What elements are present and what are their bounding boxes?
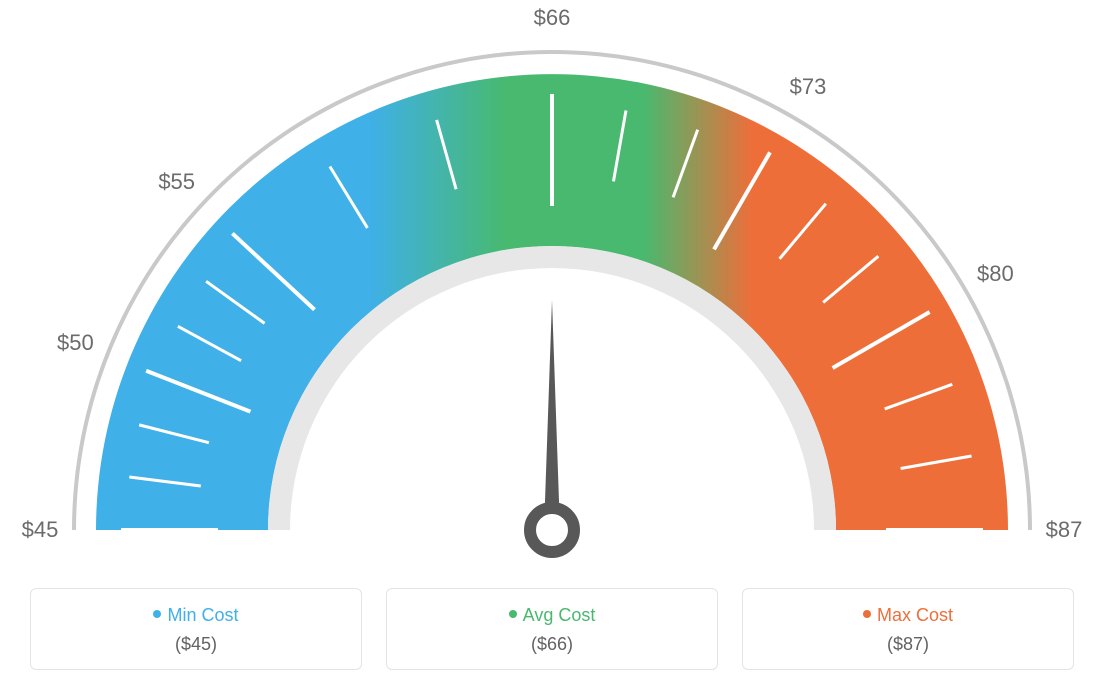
gauge-tick-label: $80 <box>977 261 1014 287</box>
dot-icon <box>863 610 871 618</box>
dot-icon <box>153 610 161 618</box>
legend-min-value: ($45) <box>43 634 349 655</box>
legend-avg-value: ($66) <box>399 634 705 655</box>
gauge-tick-label: $55 <box>158 169 195 195</box>
legend-max-title: Max Cost <box>755 605 1061 626</box>
legend-min-label: Min Cost <box>167 605 238 625</box>
legend-avg-label: Avg Cost <box>523 605 596 625</box>
gauge-svg <box>0 0 1104 560</box>
gauge: $45 $50 $55 $66 $73 $80 $87 <box>0 0 1104 560</box>
legend-card-avg: Avg Cost ($66) <box>386 588 718 670</box>
legend-card-min: Min Cost ($45) <box>30 588 362 670</box>
legend-min-title: Min Cost <box>43 605 349 626</box>
gauge-tick-label: $87 <box>1046 517 1083 543</box>
gauge-tick-label: $45 <box>22 517 59 543</box>
gauge-tick-label: $73 <box>790 74 827 100</box>
dot-icon <box>509 610 517 618</box>
gauge-tick-label: $50 <box>57 330 94 356</box>
legend-avg-title: Avg Cost <box>399 605 705 626</box>
cost-gauge-container: $45 $50 $55 $66 $73 $80 $87 Min Cost ($45) Avg… <box>0 0 1104 690</box>
legend-max-value: ($87) <box>755 634 1061 655</box>
gauge-tick-label: $66 <box>534 5 571 31</box>
legend-max-label: Max Cost <box>877 605 953 625</box>
legend-row: Min Cost ($45) Avg Cost ($66) Max Cost (… <box>30 588 1074 670</box>
legend-card-max: Max Cost ($87) <box>742 588 1074 670</box>
